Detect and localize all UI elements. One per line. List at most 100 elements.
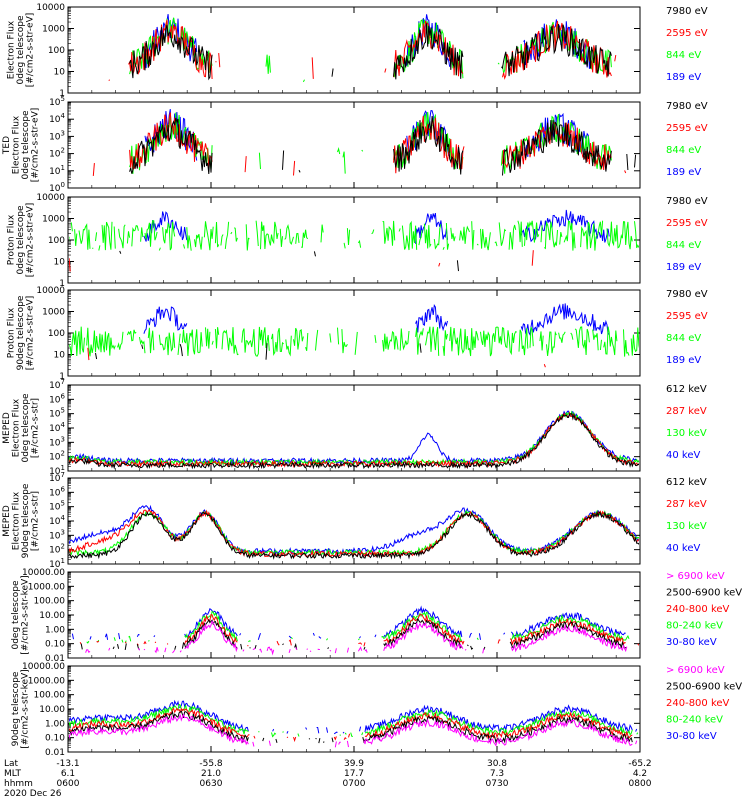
- y-axis-label: 0deg telescope: [21, 393, 31, 463]
- legend-entry: 7980 eV: [666, 6, 708, 17]
- y-tick-label: 100: [48, 46, 65, 56]
- legend-entry: 240-800 keV: [666, 698, 730, 709]
- y-tick-label: 100: [48, 329, 65, 339]
- legend-entry: 2500-6900 keV: [666, 588, 742, 599]
- y-tick-label: 106: [49, 392, 65, 405]
- footer-lat: 39.9: [344, 759, 364, 769]
- series-black: [69, 510, 639, 560]
- panel-traces: [69, 410, 639, 470]
- legend-entry: 30-80 keV: [666, 731, 717, 742]
- y-axis-label: Proton Flux: [7, 214, 17, 265]
- series-green: [69, 326, 639, 357]
- legend-entry: 40 keV: [666, 450, 700, 461]
- y-axis-label: [#/cm2-s-str]: [31, 491, 41, 551]
- y-tick-label: 100: [48, 236, 65, 246]
- footer-row-label: 2020 Dec 26: [4, 789, 62, 799]
- y-tick-label: 1.00: [45, 719, 65, 729]
- legend-entry: 7980 eV: [666, 289, 708, 300]
- series-red: [69, 411, 639, 469]
- series-green: [130, 112, 634, 174]
- footer-hhmm: 0730: [486, 779, 509, 789]
- y-tick-label: 0.01: [45, 748, 65, 758]
- y-tick-label: 10000.00: [22, 568, 65, 578]
- footer-lat: -55.8: [199, 759, 223, 769]
- y-tick-label: 1: [59, 89, 65, 99]
- y-axis-label: 0deg telescope: [16, 15, 26, 85]
- series-green: [69, 220, 639, 251]
- y-tick-label: 1000: [42, 215, 65, 225]
- legend-entry: 7980 eV: [666, 101, 708, 112]
- panel-traces: [72, 607, 639, 653]
- legend-entry: 2500-6900 keV: [666, 682, 742, 693]
- legend-entry: 287 keV: [666, 499, 707, 510]
- y-axis-label: [#/cm2-s-str-eV]: [26, 203, 36, 278]
- series-red: [69, 250, 629, 271]
- footer-hhmm: 0600: [57, 779, 80, 789]
- series-blue: [143, 303, 610, 337]
- y-axis-label: 90deg telescope: [11, 671, 21, 746]
- series-red: [69, 707, 633, 743]
- series-blue: [69, 410, 639, 466]
- y-axis-label: [#/cm2-s-str]: [31, 398, 41, 458]
- series-red: [88, 348, 613, 367]
- footer-mlt: 17.7: [344, 769, 364, 779]
- legend-entry: > 6900 keV: [666, 665, 725, 676]
- y-tick-label: 10000.00: [22, 662, 65, 672]
- series-blue: [143, 209, 610, 244]
- series-red: [79, 613, 639, 647]
- y-tick-label: 105: [49, 407, 65, 420]
- footer-hhmm: 0800: [629, 779, 652, 789]
- panel-traces: [69, 14, 640, 82]
- legend-entry: 130 keV: [666, 428, 707, 439]
- legend-entry: 612 keV: [666, 477, 707, 488]
- y-axis-label: Electron Flux: [12, 491, 22, 550]
- footer-lat: -65.2: [628, 759, 651, 769]
- legend-entry: 7980 eV: [666, 196, 708, 207]
- legend-entry: 189 eV: [666, 72, 701, 83]
- footer-mlt: 6.1: [61, 769, 75, 779]
- y-tick-label: 104: [49, 112, 65, 125]
- legend-entry: 80-240 keV: [666, 621, 723, 632]
- y-axis-label: [#/cm2-s-str-keV]: [21, 575, 31, 654]
- y-axis-label: 0deg telescope: [11, 580, 21, 650]
- legend-entry: 612 keV: [666, 384, 707, 395]
- y-tick-label: 1: [59, 372, 65, 382]
- panel-frame: [67, 571, 641, 659]
- footer-lat: -13.1: [56, 759, 79, 769]
- series-green: [69, 410, 639, 467]
- y-axis-label: MEPED: [2, 505, 12, 537]
- panel-frame: [67, 665, 641, 753]
- legend-entry: 189 eV: [666, 167, 701, 178]
- y-tick-label: 106: [49, 485, 65, 498]
- legend-entry: 130 keV: [666, 521, 707, 532]
- y-axis-label: 0deg telescope: [16, 205, 26, 275]
- series-black: [69, 412, 639, 470]
- footer-mlt: 21.0: [201, 769, 221, 779]
- panel-3: 1 10 100 1000 10000 Proton Flux 0deg telescope…: [7, 193, 708, 289]
- y-tick-label: 107: [49, 378, 65, 391]
- y-axis-label: TED: [2, 136, 12, 155]
- y-tick-label: 1000.00: [28, 676, 65, 686]
- y-tick-label: 1000: [42, 308, 65, 318]
- legend-entry: 287 keV: [666, 406, 707, 417]
- y-axis-label: [#/cm2-s-str-keV]: [21, 669, 31, 748]
- panel-traces: [69, 504, 639, 560]
- series-black: [69, 23, 625, 79]
- y-axis-label: 90deg telescope: [21, 483, 31, 558]
- y-tick-label: 0.01: [45, 654, 65, 664]
- panel-1: 1 10 100 1000 10000 Electron Flux 0deg telesco…: [7, 3, 708, 99]
- y-tick-label: 1000: [42, 25, 65, 35]
- legend-entry: 844 eV: [666, 50, 701, 61]
- y-tick-label: 102: [49, 543, 65, 556]
- legend-entry: 844 eV: [666, 145, 701, 156]
- y-tick-label: 104: [49, 514, 65, 527]
- panel-traces: [69, 701, 639, 747]
- y-tick-label: 105: [49, 95, 65, 108]
- y-tick-label: 10.00: [39, 705, 65, 715]
- y-tick-label: 105: [49, 500, 65, 513]
- y-tick-label: 10000: [36, 193, 65, 203]
- legend-entry: 2595 eV: [666, 28, 708, 39]
